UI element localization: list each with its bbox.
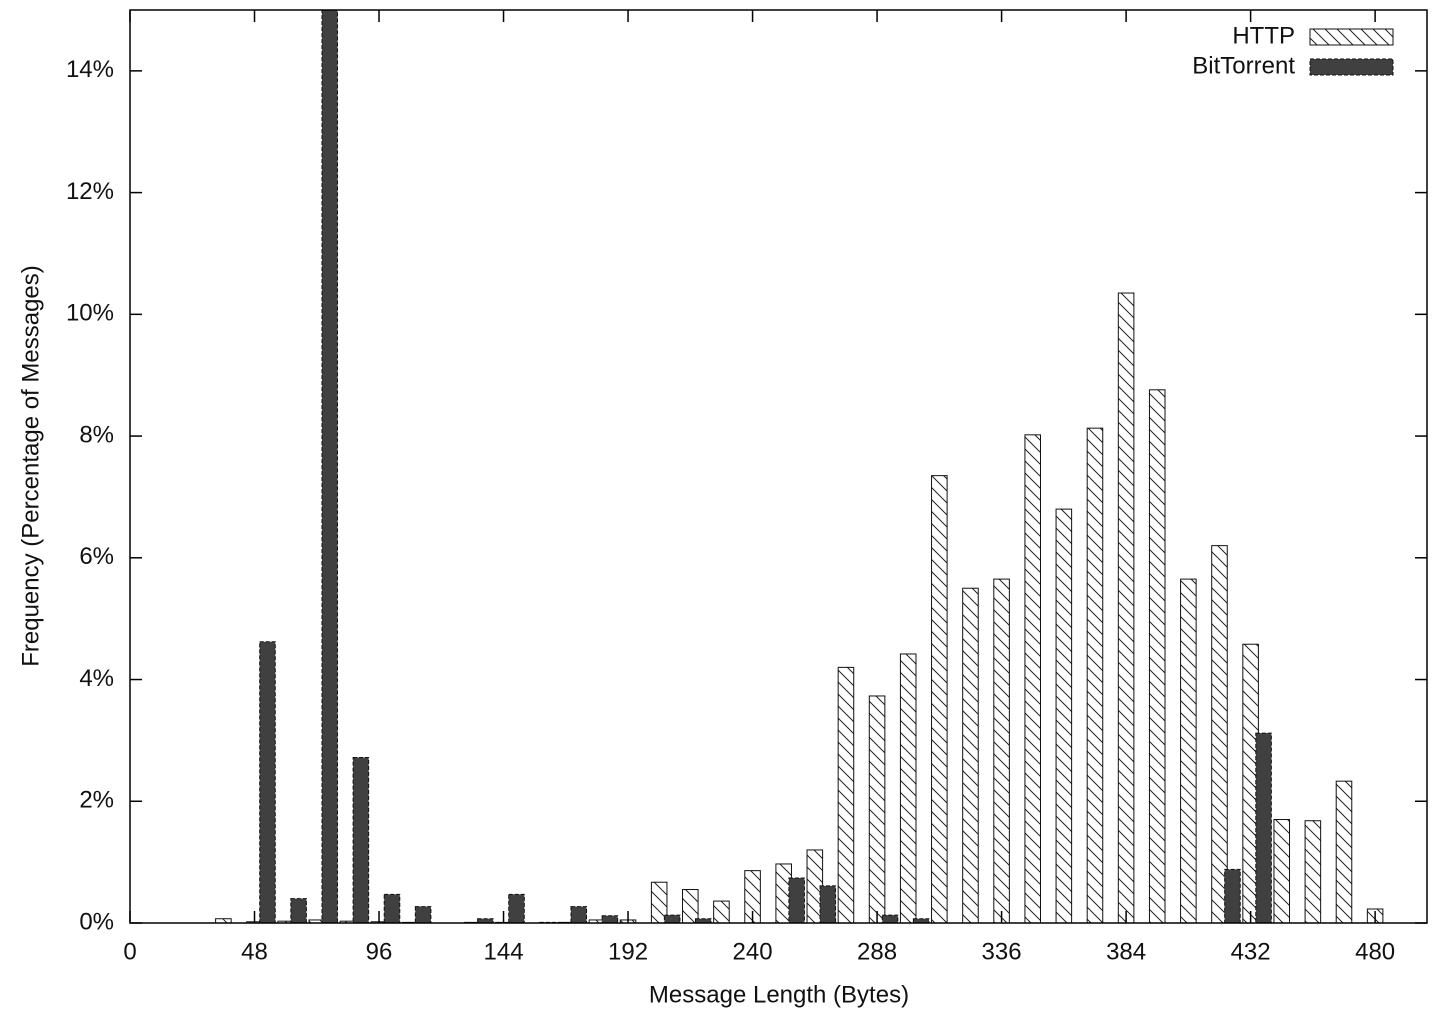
bar <box>601 915 619 923</box>
bar <box>508 893 525 923</box>
bar <box>899 653 917 923</box>
y-tick-label: 8% <box>79 421 114 448</box>
y-tick-label: 6% <box>79 543 114 570</box>
y-tick-label: 0% <box>79 908 114 935</box>
bar <box>650 881 668 923</box>
bar <box>1335 780 1353 923</box>
bar <box>1180 578 1197 923</box>
bar <box>931 475 948 923</box>
bar <box>1055 508 1073 923</box>
x-tick-label: 432 <box>1231 938 1271 965</box>
y-tick-label: 10% <box>66 300 114 327</box>
x-tick-label: 384 <box>1106 938 1146 965</box>
bar <box>290 898 307 923</box>
bar <box>868 695 886 923</box>
y-tick-label: 2% <box>79 787 114 814</box>
x-tick-label: 96 <box>366 938 393 965</box>
bar <box>993 578 1010 923</box>
bar <box>881 914 899 923</box>
plot-frame <box>129 9 1428 924</box>
legend-label: HTTP <box>1232 22 1295 49</box>
x-tick-label: 288 <box>857 938 897 965</box>
y-axis-label: Frequency (Percentage of Messages) <box>17 265 44 667</box>
bar <box>414 906 432 923</box>
bar <box>321 10 339 923</box>
bar <box>962 587 979 923</box>
bar <box>788 877 805 923</box>
bar <box>1086 427 1104 923</box>
bar <box>1273 819 1291 923</box>
legend-swatch <box>1309 58 1394 76</box>
x-tick-label: 0 <box>123 938 136 965</box>
bar <box>1024 434 1041 923</box>
x-tick-label: 192 <box>608 938 648 965</box>
y-tick-label: 14% <box>66 56 114 83</box>
bar <box>259 641 276 923</box>
x-axis-label: Message Length (Bytes) <box>649 981 909 1008</box>
bar <box>682 889 699 923</box>
x-tick-label: 336 <box>982 938 1022 965</box>
x-tick-label: 480 <box>1355 938 1395 965</box>
legend-label: BitTorrent <box>1192 52 1295 79</box>
bar <box>663 914 681 923</box>
plot-area <box>215 10 1384 923</box>
bar <box>570 906 588 923</box>
bar <box>1304 820 1322 923</box>
y-tick-label: 4% <box>79 665 114 692</box>
bar <box>383 893 401 923</box>
bar <box>1255 732 1272 923</box>
bar <box>1148 389 1166 923</box>
bar <box>819 885 837 923</box>
legend-swatch <box>1309 28 1394 46</box>
bar <box>352 756 370 923</box>
bar <box>713 900 730 923</box>
y-tick-label: 12% <box>66 178 114 205</box>
bar <box>1211 545 1228 923</box>
bar <box>1117 292 1135 923</box>
x-tick-label: 144 <box>484 938 524 965</box>
bar <box>1224 868 1241 923</box>
x-tick-label: 48 <box>241 938 268 965</box>
x-tick-label: 240 <box>733 938 773 965</box>
bar <box>837 666 855 923</box>
